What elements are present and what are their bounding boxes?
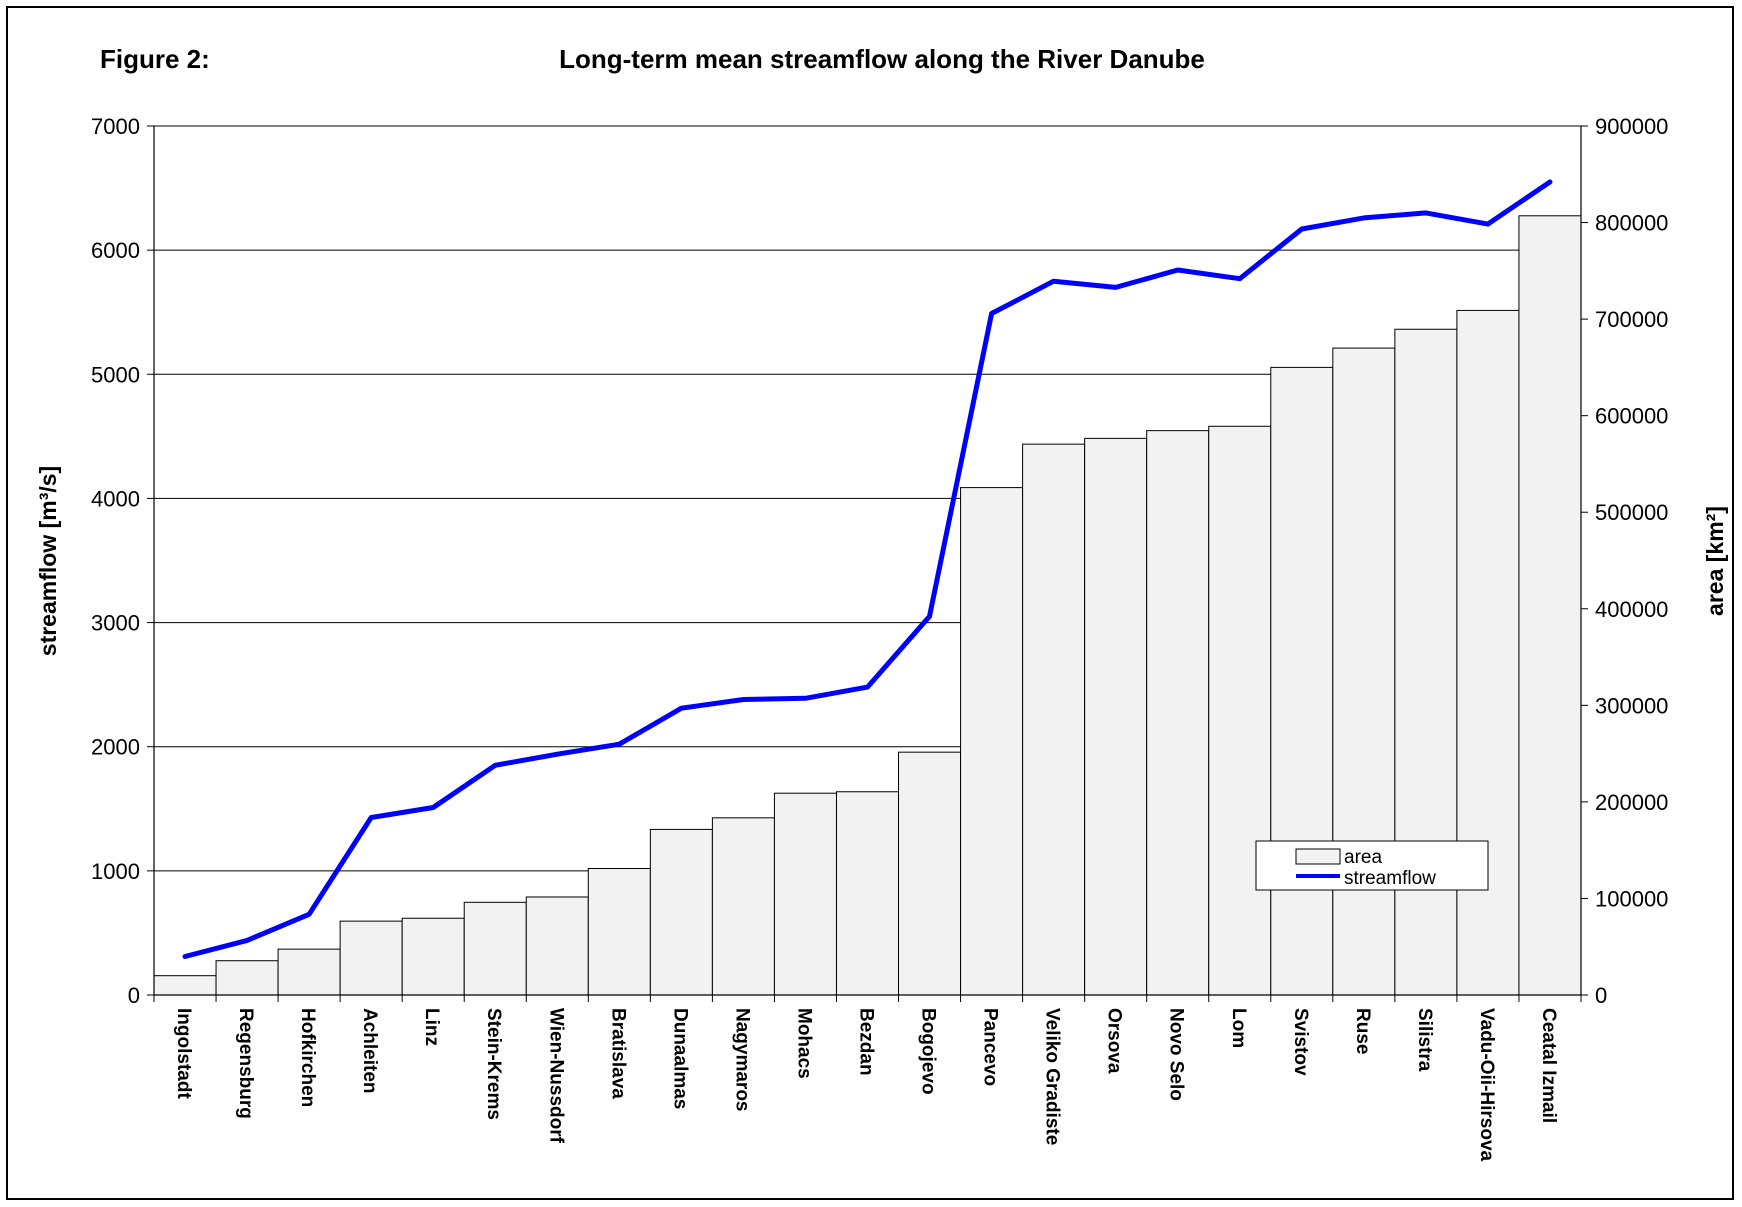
right-tick-label: 700000 bbox=[1595, 307, 1668, 332]
category-label: Mohacs bbox=[794, 1008, 815, 1079]
left-tick-label: 7000 bbox=[91, 114, 140, 139]
area-bar bbox=[1146, 430, 1210, 996]
streamflow-line bbox=[182, 179, 1553, 959]
legend-streamflow-label: streamflow bbox=[1344, 868, 1436, 889]
category-label: Nagymaros bbox=[731, 1008, 752, 1112]
category-label: Bogojevo bbox=[918, 1008, 939, 1095]
area-bar bbox=[960, 487, 1024, 996]
right-axis-title: area [km²] bbox=[1702, 506, 1728, 616]
area-bar bbox=[215, 960, 279, 996]
right-tick-label: 200000 bbox=[1595, 790, 1668, 815]
category-label: Veliko Gradiste bbox=[1042, 1008, 1063, 1145]
area-bar bbox=[277, 948, 341, 996]
area-bar bbox=[1084, 437, 1148, 996]
figure-label: Figure 2: bbox=[100, 44, 210, 74]
area-bar bbox=[401, 917, 465, 996]
category-labels: Ingolstadt Regensburg Hofkirchen Achleiten L… bbox=[173, 1008, 1559, 1162]
left-tick-label: 6000 bbox=[91, 238, 140, 263]
category-label: Ceatal Izmail bbox=[1538, 1008, 1559, 1123]
category-label: Dunaalmas bbox=[669, 1008, 690, 1109]
area-bar bbox=[711, 817, 775, 996]
category-label: Pancevo bbox=[980, 1008, 1001, 1086]
legend-area-label: area bbox=[1344, 847, 1382, 868]
category-label: Stein-Krems bbox=[483, 1008, 504, 1120]
category-label: Lom bbox=[1228, 1008, 1249, 1048]
left-tick-label: 4000 bbox=[91, 486, 140, 511]
area-bar bbox=[649, 828, 713, 996]
left-axis-ticks: 0 1000 2000 3000 4000 5000 6000 7000 bbox=[91, 114, 154, 1008]
area-bar bbox=[1022, 443, 1086, 996]
area-bar bbox=[339, 920, 403, 996]
category-label: Bezdan bbox=[856, 1008, 877, 1076]
right-tick-label: 0 bbox=[1595, 983, 1607, 1008]
category-label: Hofkirchen bbox=[297, 1008, 318, 1107]
category-label: Ruse bbox=[1352, 1008, 1373, 1054]
streamflow-series-line bbox=[182, 179, 1553, 959]
category-label: Orsova bbox=[1104, 1008, 1125, 1074]
area-bar bbox=[153, 975, 217, 996]
area-bar bbox=[525, 896, 589, 996]
category-label: Achleiten bbox=[359, 1008, 380, 1094]
area-bar bbox=[1270, 366, 1334, 996]
category-label: Novo Selo bbox=[1166, 1008, 1187, 1101]
axes bbox=[153, 126, 1582, 1002]
legend: area streamflow bbox=[1255, 840, 1489, 891]
category-label: Regensburg bbox=[235, 1008, 256, 1119]
left-tick-label: 0 bbox=[128, 983, 140, 1008]
area-bar bbox=[835, 791, 900, 996]
right-tick-label: 300000 bbox=[1595, 693, 1668, 718]
area-bar bbox=[463, 901, 527, 996]
category-label: Svistov bbox=[1290, 1008, 1311, 1076]
category-label: Silistra bbox=[1414, 1008, 1435, 1072]
area-bar bbox=[1394, 328, 1458, 996]
left-tick-label: 5000 bbox=[91, 362, 140, 387]
right-tick-label: 400000 bbox=[1595, 597, 1668, 622]
left-axis-title: streamflow [m³/s] bbox=[35, 466, 61, 656]
category-label: Vadu-Oii-Hirsova bbox=[1476, 1008, 1497, 1162]
chart-title: Long-term mean streamflow along the Rive… bbox=[559, 44, 1205, 74]
area-bar bbox=[1332, 347, 1396, 996]
right-tick-label: 100000 bbox=[1595, 886, 1668, 911]
category-label: Bratislava bbox=[607, 1008, 628, 1099]
right-axis-ticks: 0 100000 200000 300000 400000 500000 600000 700… bbox=[1581, 114, 1668, 1008]
left-tick-label: 3000 bbox=[91, 611, 140, 636]
area-bar bbox=[1208, 425, 1272, 996]
left-tick-label: 1000 bbox=[91, 859, 140, 884]
category-label: Linz bbox=[421, 1008, 442, 1046]
area-bar bbox=[1456, 309, 1520, 996]
right-tick-label: 800000 bbox=[1595, 211, 1668, 236]
right-tick-label: 900000 bbox=[1595, 114, 1668, 139]
right-tick-label: 500000 bbox=[1595, 500, 1668, 525]
category-label: Ingolstadt bbox=[173, 1008, 194, 1099]
area-bar bbox=[1518, 215, 1582, 996]
right-tick-label: 600000 bbox=[1595, 404, 1668, 429]
area-bar bbox=[773, 792, 837, 996]
area-bar bbox=[587, 868, 651, 996]
legend-area-swatch bbox=[1295, 848, 1341, 865]
area-bar bbox=[898, 751, 962, 996]
category-label: Wien-Nussdorf bbox=[545, 1008, 566, 1144]
left-tick-label: 2000 bbox=[91, 735, 140, 760]
legend-box bbox=[1255, 840, 1489, 891]
